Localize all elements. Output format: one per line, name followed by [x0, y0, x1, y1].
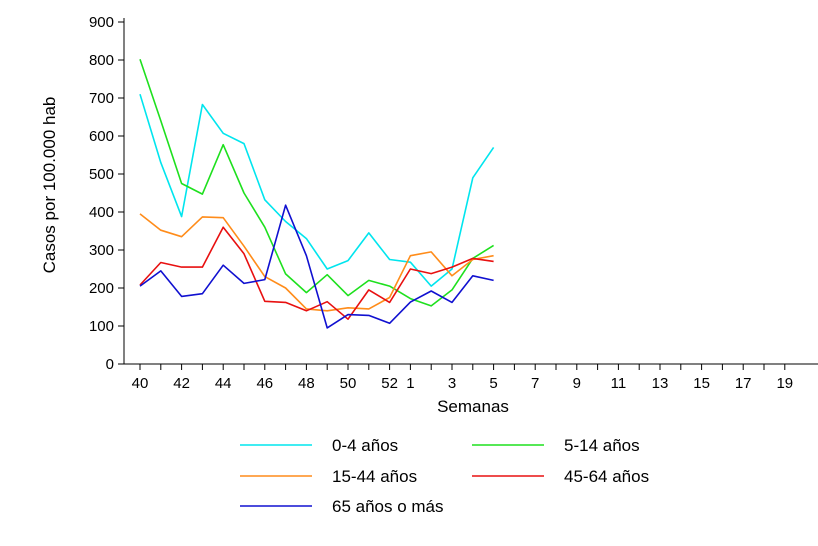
x-tick-label: 44 — [215, 375, 232, 392]
y-tick-label: 500 — [89, 166, 114, 183]
y-tick-label: 600 — [89, 128, 114, 145]
x-tick-label: 7 — [531, 375, 539, 392]
legend: 0-4 años 5-14 años 15-44 años 45-64 años 65 … — [240, 436, 649, 516]
x-axis-label: Semanas — [437, 397, 509, 416]
x-tick-label: 19 — [776, 375, 793, 392]
series-line-1 — [139, 93, 495, 287]
legend-label: 0-4 años — [332, 436, 398, 455]
legend-label: 15-44 años — [332, 467, 417, 486]
legend-item: 65 años o más — [240, 497, 444, 516]
legend-label: 45-64 años — [564, 467, 649, 486]
series-line-3 — [139, 213, 494, 312]
legend-item: 45-64 años — [472, 467, 649, 486]
legend-item: 0-4 años — [240, 436, 398, 455]
y-axis-label: Casos por 100.000 hab — [40, 97, 59, 274]
legend-item: 5-14 años — [472, 436, 640, 455]
legend-label: 5-14 años — [564, 436, 640, 455]
x-tick-label: 42 — [173, 375, 190, 392]
y-tick-label: 100 — [89, 318, 114, 335]
x-tick-label: 3 — [448, 375, 456, 392]
y-tick-label: 0 — [106, 356, 114, 373]
legend-label: 65 años o más — [332, 497, 444, 516]
y-tick-label: 700 — [89, 90, 114, 107]
legend-item: 15-44 años — [240, 467, 417, 486]
series-lines — [139, 58, 495, 329]
y-tick-label: 300 — [89, 242, 114, 259]
x-tick-label: 40 — [132, 375, 149, 392]
x-tick-label: 46 — [256, 375, 273, 392]
x-tick-label: 9 — [573, 375, 581, 392]
series-line-2 — [139, 58, 495, 307]
x-tick-label: 11 — [611, 375, 627, 392]
x-tick-label: 17 — [735, 375, 752, 392]
x-tick-label: 50 — [340, 375, 357, 392]
x-tick-label: 48 — [298, 375, 315, 392]
x-tick-label: 5 — [489, 375, 497, 392]
y-tick-label: 200 — [89, 280, 114, 297]
axes: 0 100 200 300 400 500 600 700 800 900 40 42 44 46 48 50… — [89, 14, 818, 392]
x-tick-label: 52 — [381, 375, 398, 392]
series-line-5 — [139, 204, 494, 329]
x-tick-label: 13 — [652, 375, 669, 392]
x-tick-label: 1 — [406, 375, 414, 392]
y-tick-label: 400 — [89, 204, 114, 221]
series-line-4 — [139, 226, 494, 321]
y-tick-label: 900 — [89, 14, 114, 31]
x-tick-label: 15 — [693, 375, 710, 392]
y-tick-label: 800 — [89, 52, 114, 69]
